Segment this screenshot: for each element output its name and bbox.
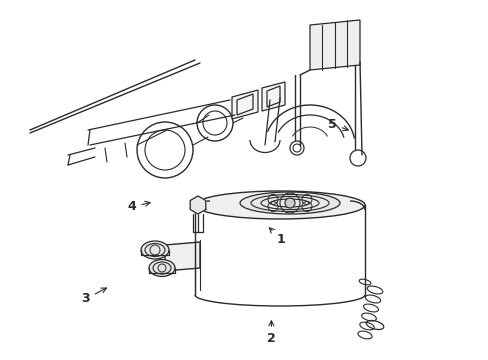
Ellipse shape xyxy=(141,241,169,259)
Ellipse shape xyxy=(195,191,364,219)
Ellipse shape xyxy=(149,260,175,276)
Circle shape xyxy=(285,198,294,208)
Ellipse shape xyxy=(240,192,339,214)
Text: 1: 1 xyxy=(269,228,285,246)
Polygon shape xyxy=(309,20,359,70)
Polygon shape xyxy=(190,196,205,214)
Text: 4: 4 xyxy=(127,201,150,213)
Polygon shape xyxy=(231,90,258,119)
Text: 3: 3 xyxy=(81,288,106,305)
Polygon shape xyxy=(262,82,285,111)
Text: 5: 5 xyxy=(327,118,347,131)
Text: 2: 2 xyxy=(266,321,275,345)
Polygon shape xyxy=(164,242,200,271)
